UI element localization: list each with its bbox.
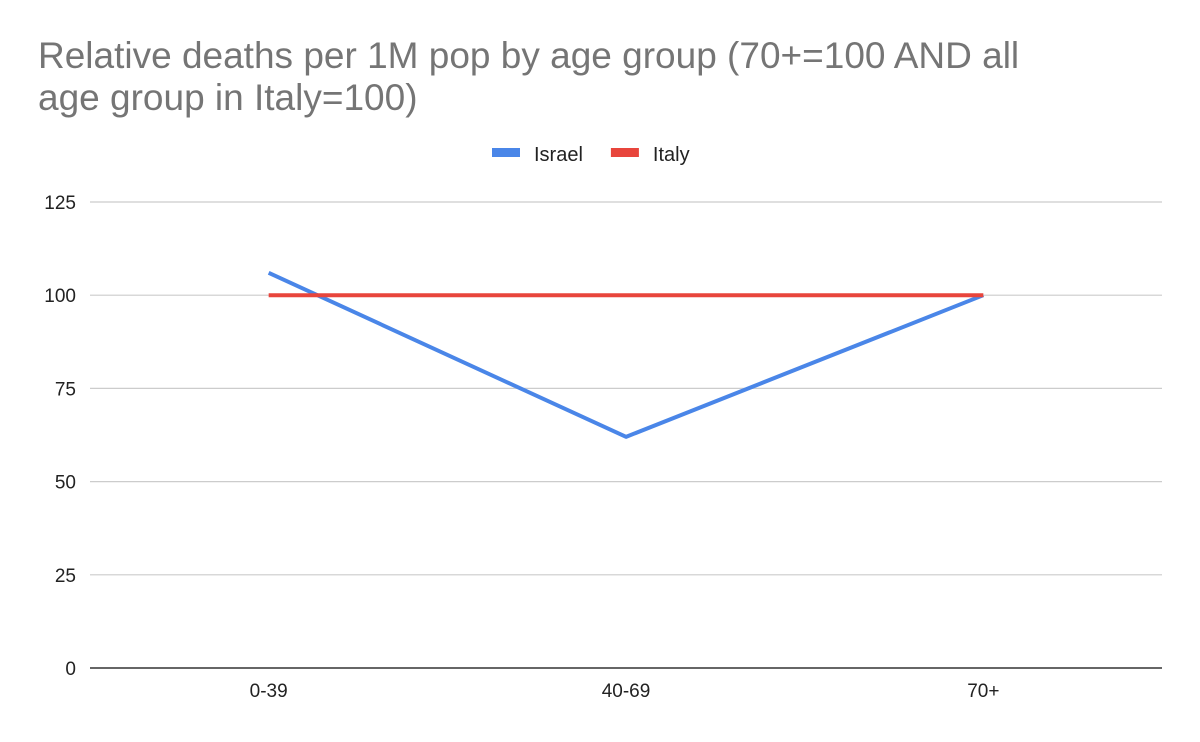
y-tick-label: 25 — [55, 566, 76, 587]
legend: Israel Italy — [492, 144, 690, 166]
y-tick-label: 0 — [65, 659, 76, 680]
x-tick-label: 40-69 — [602, 681, 651, 702]
x-tick-label: 70+ — [967, 681, 999, 702]
y-axis: 0 25 50 75 100 125 — [44, 193, 76, 680]
x-tick-label: 0-39 — [250, 681, 288, 702]
chart-title-line-1: Relative deaths per 1M pop by age group … — [38, 35, 1019, 76]
y-tick-label: 100 — [44, 286, 76, 307]
y-tick-label: 125 — [44, 193, 76, 214]
chart-title-line-2: age group in Italy=100) — [38, 77, 418, 118]
x-axis: 0-39 40-69 70+ — [250, 681, 1000, 702]
legend-swatch-israel — [492, 148, 520, 157]
series-lines — [267, 271, 985, 439]
y-tick-label: 50 — [55, 473, 76, 494]
legend-label-italy: Italy — [653, 144, 690, 166]
series-line-israel — [267, 271, 985, 439]
legend-swatch-italy — [610, 148, 639, 157]
legend-label-israel: Israel — [534, 144, 583, 166]
y-tick-label: 75 — [55, 379, 76, 400]
